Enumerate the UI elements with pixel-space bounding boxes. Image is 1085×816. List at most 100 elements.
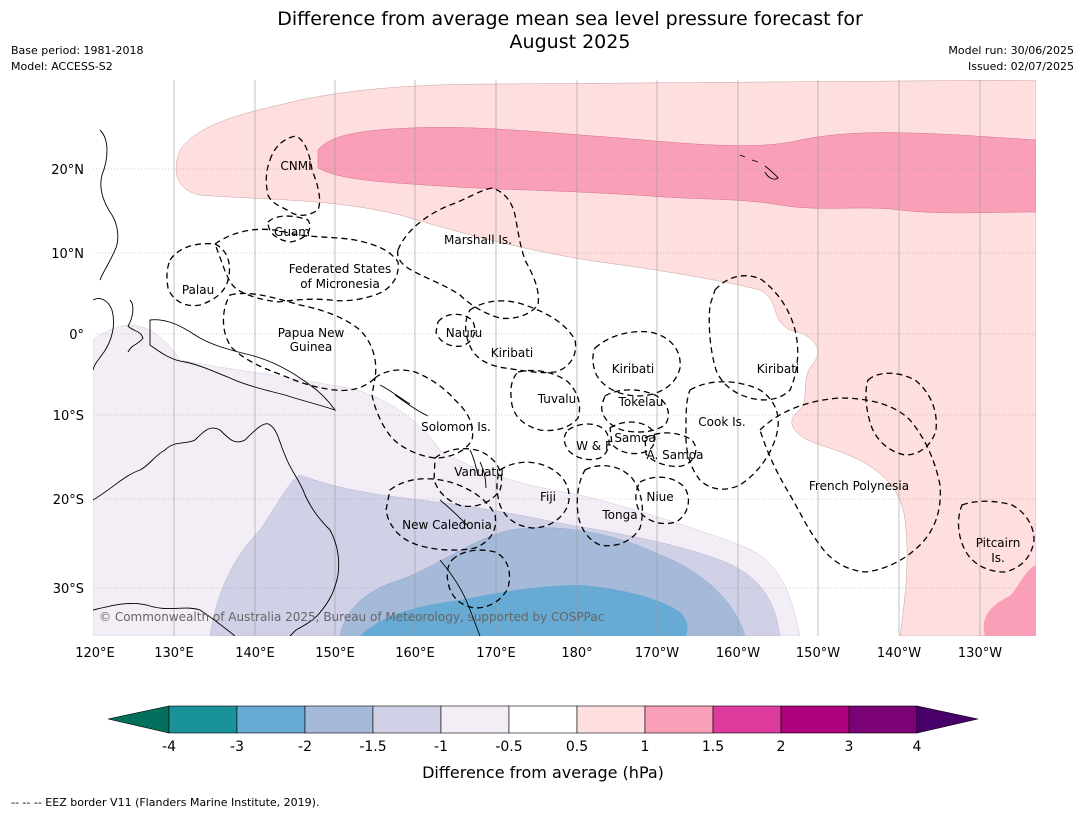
colorbar-bin (644, 705, 714, 734)
hawaii-coast (739, 154, 779, 180)
label-kiribati-e: Kiribati (757, 362, 799, 376)
issued-date: Issued: 02/07/2025 (967, 60, 1074, 73)
colorbar: -4 -3 -2 -1.5 -1 -0.5 0.5 1 1.5 2 3 4 Difference fr… (107, 705, 979, 782)
label-guam: Guam (274, 225, 310, 239)
label-tonga: Tonga (601, 508, 637, 522)
meta-left: Base period: 1981-2018 Model: ACCESS-S2 (11, 43, 143, 75)
eez-tonga (576, 464, 643, 547)
colorbar-bin (440, 705, 510, 734)
map-copyright: © Commonwealth of Australia 2025, Bureau… (99, 610, 604, 624)
label-wf: W & F (576, 439, 612, 453)
colorbar-tick-label: 1.5 (702, 739, 724, 755)
coastlines (93, 129, 779, 636)
lon-label: 130°W (958, 646, 1002, 661)
anomaly-band-north-low (175, 80, 1036, 636)
lon-label: 140°W (877, 646, 921, 661)
colorbar-bin (712, 705, 782, 734)
new-guinea-coast (149, 319, 337, 411)
label-png-line1: Papua New (278, 326, 345, 340)
eez-kiribati-w (465, 300, 577, 374)
eez-niue (635, 476, 690, 525)
eez-fsm (214, 228, 399, 303)
label-cook: Cook Is. (698, 415, 745, 429)
colorbar-bin (236, 705, 306, 734)
eez-vanuatu (433, 447, 503, 508)
lat-label: 20°N (51, 163, 84, 178)
new-caledonia-coast (439, 499, 469, 527)
graticule (93, 80, 1036, 636)
lon-label: 170°W (635, 646, 679, 661)
colorbar-tick-label: -0.5 (495, 739, 522, 755)
anomaly-corner-se (983, 565, 1036, 636)
label-solomon: Solomon Is. (421, 420, 491, 434)
colorbar-bin (168, 705, 238, 734)
label-asamoa: A. Samoa (647, 448, 704, 462)
colorbar-bin (780, 705, 850, 734)
new-zealand-coast (439, 559, 481, 636)
lon-label: 160°W (716, 646, 760, 661)
lon-label: 160°E (395, 646, 435, 661)
label-palau: Palau (182, 283, 214, 297)
colorbar-tick-label: 1 (641, 739, 650, 755)
eez-palau (166, 242, 231, 307)
lon-label: 130°E (154, 646, 194, 661)
lat-axis-labels: 20°N 10°N 0° 10°S 20°S 30°S (51, 163, 84, 597)
model-name: Model: ACCESS-S2 (11, 60, 113, 73)
base-period: Base period: 1981-2018 (11, 44, 144, 57)
colorbar-bin (508, 705, 578, 734)
label-pitcairn-line1: Pitcairn (976, 536, 1021, 550)
label-marshall: Marshall Is. (444, 233, 512, 247)
lat-label: 10°S (53, 409, 84, 424)
colorbar-tick-labels: -4 -3 -2 -1.5 -1 -0.5 0.5 1 1.5 2 3 4 (162, 739, 922, 755)
colorbar-tick-label: -2 (298, 739, 312, 755)
lon-axis-labels: 120°E 130°E 140°E 150°E 160°E 170°E 180°… (75, 646, 1002, 661)
lon-label: 140°E (235, 646, 275, 661)
label-fsm-line1: Federated States (289, 262, 391, 276)
lon-label: 150°E (315, 646, 355, 661)
map-title: Difference from average mean sea level p… (277, 8, 863, 53)
lon-label: 180° (561, 646, 592, 661)
eez-new-caledonia (385, 478, 497, 551)
lon-label: 150°W (796, 646, 840, 661)
anomaly-south-strong (360, 585, 688, 636)
colorbar-title: Difference from average (hPa) (422, 763, 664, 782)
label-tokelau: Tokelau (618, 395, 664, 409)
eez-borders (166, 135, 1035, 609)
philippines-coast (99, 129, 119, 281)
eez-kiribati-c (592, 330, 681, 397)
colorbar-bin (304, 705, 374, 734)
label-kiribati-w: Kiribati (491, 346, 533, 360)
colorbar-bins (168, 705, 918, 734)
label-kiribati-c: Kiribati (612, 362, 654, 376)
eez-solomon (371, 369, 474, 459)
anomaly-band-north-mid (317, 127, 1036, 214)
lat-label: 0° (69, 328, 84, 343)
eez-marshall (396, 187, 540, 320)
lat-label: 10°N (51, 247, 84, 262)
vanuatu-coast (469, 449, 487, 489)
solomon-coast (379, 384, 429, 417)
eez-samoa (609, 421, 656, 455)
colorbar-tick-label: 2 (777, 739, 786, 755)
colorbar-tick-label: -1 (434, 739, 448, 755)
lon-label: 170°E (476, 646, 516, 661)
label-cnmi: CNMI (280, 159, 311, 173)
colorbar-tick-label: -4 (162, 739, 176, 755)
eez-norfolk (446, 549, 511, 609)
sulawesi-coast (127, 299, 144, 353)
eez-cook (685, 381, 779, 490)
colorbar-tick-label: 3 (845, 739, 854, 755)
eez-cnmi (265, 135, 321, 216)
label-niue: Niue (646, 490, 673, 504)
australia-south-coast (93, 603, 236, 636)
colorbar-under-arrow (107, 705, 170, 734)
colorbar-tick-label: 0.5 (566, 739, 588, 755)
lat-label: 30°S (53, 582, 84, 597)
eez-nauru (435, 313, 476, 347)
model-run: Model run: 30/06/2025 (948, 44, 1074, 57)
label-french-polynesia: French Polynesia (809, 479, 909, 493)
label-vanuatu: Vanuatu (454, 465, 504, 479)
label-fsm-line2: of Micronesia (300, 277, 380, 291)
label-pitcairn-line2: Is. (991, 551, 1005, 565)
